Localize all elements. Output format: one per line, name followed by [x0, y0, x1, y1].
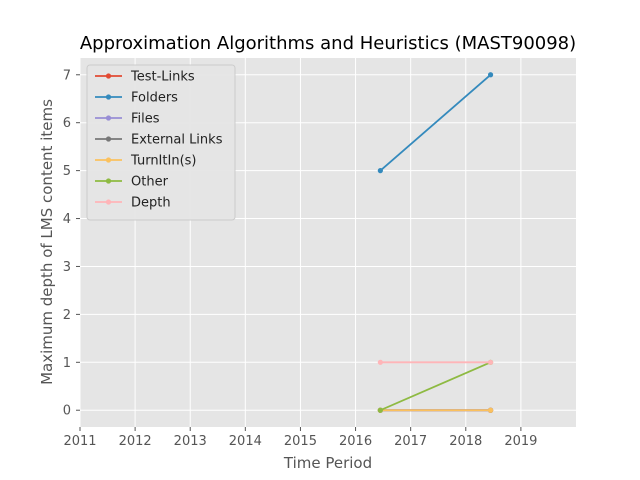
x-tick-label: 2013 — [174, 434, 207, 449]
x-tick-label: 2017 — [394, 434, 427, 449]
y-tick-label: 3 — [63, 260, 71, 275]
data-point-depth — [487, 359, 494, 365]
x-axis-label: Time Period — [283, 454, 372, 472]
legend: Test-Links Folders Files External Links Turn… — [86, 64, 236, 221]
legend-label: Other — [131, 175, 169, 190]
series-line-folders — [379, 74, 492, 172]
y-tick-label: 6 — [63, 116, 71, 131]
legend-marker — [105, 178, 112, 184]
x-tick-label: 2019 — [504, 434, 537, 449]
legend-label: Files — [131, 112, 160, 127]
y-tick-label: 5 — [63, 164, 71, 179]
y-tick-label: 4 — [63, 212, 71, 227]
data-point-turnitin-s — [487, 407, 494, 413]
legend-item: External Links — [95, 133, 223, 148]
x-tick-label: 2011 — [63, 434, 96, 449]
legend-label: Test-Links — [130, 70, 195, 85]
y-tick-label: 1 — [63, 356, 71, 371]
legend-marker — [105, 94, 112, 100]
chart-title: Approximation Algorithms and Heuristics … — [80, 33, 576, 54]
legend-item: Files — [95, 112, 160, 127]
legend-marker — [105, 115, 112, 121]
x-tick-label: 2018 — [449, 434, 482, 449]
legend-item: TurnItIn(s) — [95, 154, 196, 169]
tick-labels: 2011 2012 2013 2014 2015 2016 2017 2018 2019 0 1 2 3… — [63, 68, 538, 449]
legend-item: Other — [95, 175, 169, 190]
data-point-folders — [487, 72, 494, 78]
y-axis-label: Maximum depth of LMS content items — [38, 99, 56, 385]
series-layer — [377, 72, 494, 413]
legend-label: Depth — [131, 196, 171, 211]
y-tick-label: 7 — [63, 68, 71, 83]
series-depth — [377, 359, 494, 365]
y-tick-label: 0 — [63, 404, 71, 419]
data-point-other — [377, 407, 383, 413]
data-point-folders — [377, 168, 383, 174]
x-tick-label: 2016 — [339, 434, 372, 449]
legend-item: Test-Links — [95, 70, 195, 85]
y-tick-label: 2 — [63, 308, 71, 323]
series-folders — [377, 72, 494, 174]
x-tick-label: 2015 — [284, 434, 317, 449]
data-point-depth — [377, 359, 383, 365]
legend-marker — [105, 157, 112, 163]
x-tick-label: 2012 — [119, 434, 152, 449]
legend-label: TurnItIn(s) — [130, 154, 196, 169]
legend-item: Depth — [95, 196, 171, 211]
x-tick-label: 2014 — [229, 434, 262, 449]
legend-box — [86, 64, 236, 221]
series-line-other — [380, 361, 491, 412]
legend-marker — [105, 73, 112, 79]
legend-label: Folders — [131, 91, 178, 106]
legend-label: External Links — [131, 133, 223, 148]
legend-marker — [105, 136, 112, 142]
legend-item: Folders — [95, 91, 178, 106]
legend-marker — [105, 199, 112, 205]
